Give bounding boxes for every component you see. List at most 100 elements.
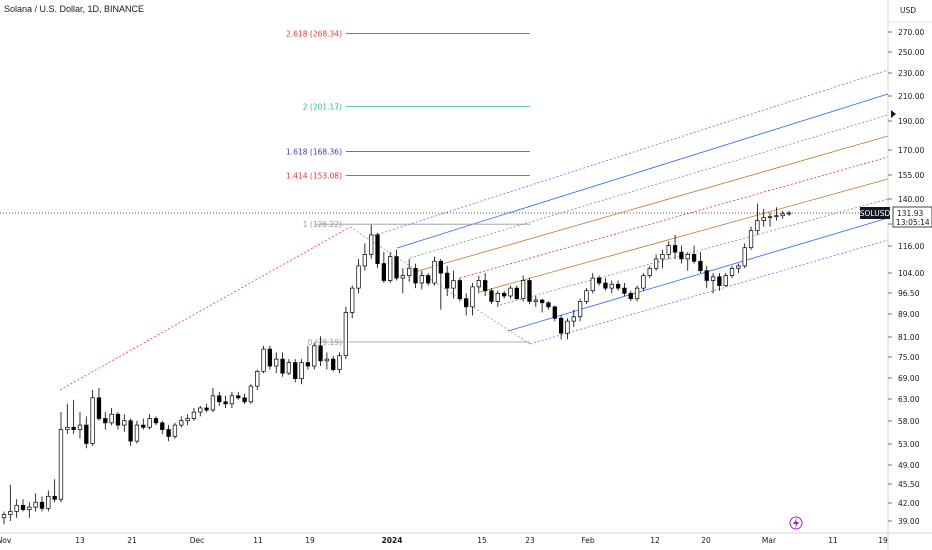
time-tick-label: Feb [581, 536, 595, 545]
price-tick-label: 104.00 [898, 269, 924, 278]
channel-upper-green[interactable] [409, 114, 889, 259]
candle-body [615, 283, 621, 289]
candle [653, 254, 659, 271]
candle-body [596, 277, 602, 284]
bar-countdown: 13:05:14 [896, 218, 930, 227]
candle [723, 273, 728, 287]
channel-bottom-outer[interactable] [529, 239, 889, 345]
time-axis[interactable]: Nov 13 21 Dec 11 19 2024 15 23 Feb 12 20 Mar 11 19 [0, 516, 888, 545]
price-tick-label: 140.00 [898, 195, 924, 204]
candle [710, 273, 716, 294]
fib-extension-levels[interactable]: 2.618 (268.34) 2 (201.17) 1.618 (168.36) 1.… [286, 30, 530, 347]
candle-body [571, 316, 576, 322]
candle [755, 203, 760, 235]
candle-body [312, 345, 317, 367]
candle-body [495, 292, 500, 302]
candle-body [780, 213, 785, 217]
candle-body [590, 277, 595, 292]
price-tick-label: 89.00 [898, 310, 920, 319]
channel-brown-2[interactable] [479, 178, 889, 293]
candle-body [20, 504, 26, 510]
candle-body [293, 362, 298, 379]
candle [603, 278, 608, 291]
candle-body [210, 395, 216, 411]
candle-body [413, 267, 418, 284]
price-tick-label: 75.00 [898, 353, 920, 362]
candle-body [533, 299, 538, 302]
candle-body [185, 418, 190, 422]
candle-body [141, 424, 146, 428]
candle [122, 414, 127, 432]
candle [501, 290, 507, 299]
time-tick-label: 2024 [382, 536, 403, 545]
candle [736, 263, 741, 274]
candle [533, 295, 538, 307]
price-tick-label: 170.00 [898, 146, 924, 155]
candle-body [39, 501, 45, 509]
candle-body [198, 407, 203, 413]
candle-body [204, 407, 209, 411]
candle [191, 407, 197, 421]
channel-lower-blue[interactable] [507, 217, 889, 332]
price-tick-label: 42.00 [898, 499, 920, 508]
candlestick-series [1, 203, 792, 525]
candle [679, 245, 684, 264]
candle [375, 232, 380, 269]
candle [419, 270, 424, 290]
candle [495, 290, 500, 307]
candle-body [103, 418, 108, 424]
candle [717, 273, 722, 291]
candle [609, 280, 614, 294]
price-tick-label: 49.00 [898, 461, 920, 470]
channel-upper-blue[interactable] [396, 93, 889, 249]
candle [577, 298, 583, 322]
currency-label[interactable]: USD [900, 6, 916, 15]
candle-body [761, 217, 766, 221]
candle-body [729, 267, 735, 276]
channel-lower-outer[interactable] [369, 69, 889, 238]
candle [394, 249, 399, 281]
candle-body [172, 424, 178, 437]
candle [261, 345, 266, 374]
candle [293, 359, 298, 383]
candle [489, 288, 494, 305]
candle [634, 285, 640, 302]
price-axis[interactable]: USD 270.00 250.00 230.00 210.00 190.00 170.00 1… [860, 6, 932, 526]
arrow-right-icon[interactable] [891, 110, 896, 118]
candle-body [350, 287, 355, 313]
candle [672, 234, 678, 259]
candle-body [609, 283, 614, 289]
candle-body [248, 385, 254, 403]
candle [267, 345, 273, 370]
candle [286, 359, 292, 375]
candle [660, 249, 665, 269]
candle-body [653, 258, 659, 269]
channel-red-long[interactable] [59, 226, 351, 391]
channel-mid-brown[interactable] [417, 135, 889, 272]
candle-body [508, 287, 513, 297]
candle [704, 265, 709, 289]
candle [96, 388, 102, 421]
candle [476, 275, 481, 294]
candle [166, 425, 171, 442]
candle-body [407, 267, 412, 276]
candle [685, 252, 690, 271]
candle-body [318, 345, 323, 362]
candle-body [324, 358, 330, 362]
candle [388, 252, 393, 284]
price-tick-label: 96.50 [898, 289, 920, 298]
candle [172, 422, 178, 439]
time-tick-label: 19 [878, 536, 888, 545]
candle-body [255, 371, 260, 387]
candle [179, 416, 184, 428]
candle [584, 288, 589, 305]
candle-body [603, 282, 608, 289]
candle [432, 256, 437, 286]
time-tick-label: 13 [75, 536, 85, 545]
candle [400, 268, 405, 294]
candle-body [445, 272, 450, 289]
time-tick-label: 19 [305, 536, 315, 545]
lightning-icon[interactable] [789, 516, 803, 530]
